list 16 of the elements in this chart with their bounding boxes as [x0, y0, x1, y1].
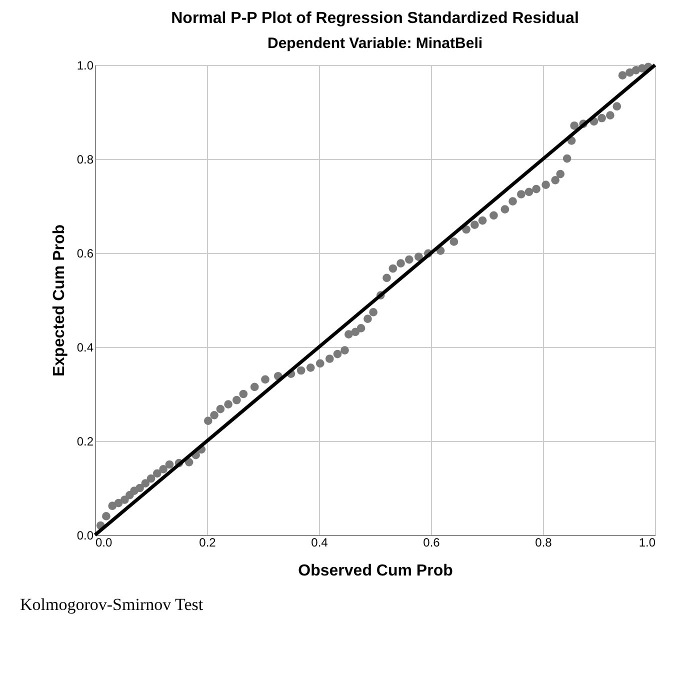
chart-subtitle: Dependent Variable: MinatBeli — [267, 35, 483, 52]
chart-title: Normal P-P Plot of Regression Standardized Residual — [171, 10, 579, 27]
text: Kolmogorov-Smirnov Test — [20, 595, 204, 614]
x-tick-label: 1.0 — [638, 536, 656, 550]
x-tick-label: 0.4 — [311, 536, 328, 550]
y-axis-title: Expected Cum Prob — [50, 224, 68, 377]
y-tick-label: 0.2 — [76, 434, 94, 448]
x-tick-label: 0.0 — [96, 536, 113, 550]
y-tick-label: 0.4 — [76, 340, 94, 354]
x-axis-title: Observed Cum Prob — [298, 562, 454, 580]
y-tick-label: 0.6 — [76, 246, 94, 260]
y-tick-label: 0.8 — [76, 152, 94, 166]
x-tick-label: 0.6 — [423, 536, 440, 550]
x-tick-label: 0.8 — [535, 536, 552, 550]
y-tick-label: 1.0 — [76, 58, 94, 72]
x-tick-label: 0.2 — [199, 536, 216, 550]
